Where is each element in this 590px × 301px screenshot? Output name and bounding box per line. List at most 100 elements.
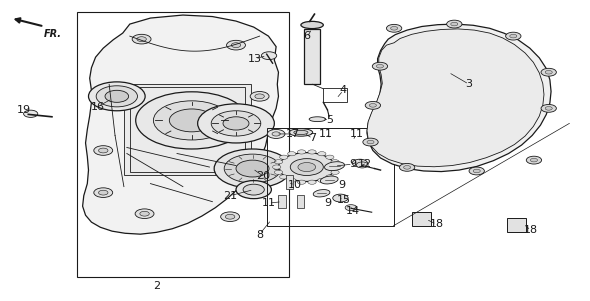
Circle shape [140, 211, 149, 216]
Circle shape [274, 160, 283, 164]
Circle shape [326, 175, 334, 179]
Circle shape [326, 155, 334, 159]
Bar [267, 128, 394, 226]
Text: 14: 14 [346, 206, 360, 216]
Text: 11: 11 [349, 129, 363, 139]
Ellipse shape [313, 190, 330, 197]
Text: 15: 15 [336, 195, 350, 205]
Circle shape [94, 146, 113, 155]
Circle shape [223, 117, 249, 130]
Circle shape [255, 184, 264, 189]
Circle shape [236, 181, 271, 199]
Ellipse shape [301, 21, 323, 29]
Circle shape [99, 190, 108, 195]
Circle shape [363, 138, 378, 146]
Text: 9: 9 [349, 159, 356, 169]
Circle shape [236, 160, 269, 177]
Ellipse shape [309, 117, 326, 122]
Bar [286, 175, 293, 189]
Bar [323, 88, 347, 102]
Circle shape [331, 160, 339, 164]
Bar [77, 12, 289, 277]
Circle shape [541, 68, 556, 76]
Circle shape [308, 180, 316, 184]
Text: 10: 10 [288, 180, 302, 190]
Ellipse shape [320, 176, 338, 184]
Circle shape [250, 92, 269, 101]
Ellipse shape [294, 130, 308, 135]
Text: FR.: FR. [44, 29, 63, 39]
Circle shape [356, 162, 368, 168]
Bar [304, 29, 320, 84]
Circle shape [365, 101, 381, 109]
Text: 9: 9 [324, 198, 331, 208]
Circle shape [331, 170, 339, 174]
Circle shape [221, 212, 240, 222]
Circle shape [317, 152, 326, 156]
Circle shape [137, 37, 146, 42]
Circle shape [541, 104, 556, 112]
Text: 17: 17 [286, 129, 300, 139]
Circle shape [545, 70, 552, 74]
Circle shape [288, 178, 296, 182]
Circle shape [530, 158, 537, 162]
Circle shape [473, 169, 480, 173]
Circle shape [255, 94, 264, 99]
Bar [297, 195, 304, 208]
Circle shape [280, 155, 288, 159]
Circle shape [211, 111, 261, 136]
Text: 19: 19 [17, 105, 31, 115]
Circle shape [273, 165, 281, 169]
Text: 11: 11 [319, 129, 333, 139]
Circle shape [317, 178, 326, 182]
Circle shape [224, 154, 281, 183]
Ellipse shape [289, 129, 313, 136]
Circle shape [399, 163, 415, 171]
Circle shape [376, 64, 384, 68]
Circle shape [231, 43, 241, 48]
Circle shape [506, 32, 521, 40]
Circle shape [297, 180, 306, 184]
Circle shape [261, 52, 277, 60]
Bar [124, 84, 251, 175]
Text: 4: 4 [340, 85, 347, 95]
Circle shape [345, 205, 357, 211]
Polygon shape [367, 24, 551, 172]
Text: 7: 7 [309, 133, 316, 144]
Circle shape [451, 22, 458, 26]
Circle shape [105, 90, 129, 102]
Circle shape [198, 104, 274, 143]
Circle shape [278, 153, 335, 182]
Ellipse shape [324, 162, 345, 171]
Polygon shape [83, 15, 278, 234]
Text: 13: 13 [248, 54, 262, 64]
Circle shape [333, 165, 341, 169]
Text: 2: 2 [153, 281, 160, 291]
Polygon shape [367, 29, 544, 167]
Circle shape [225, 214, 235, 219]
Circle shape [510, 34, 517, 38]
Circle shape [372, 62, 388, 70]
Circle shape [227, 40, 245, 50]
Circle shape [367, 140, 374, 144]
Circle shape [297, 150, 306, 154]
Text: 21: 21 [223, 191, 237, 201]
Circle shape [153, 101, 230, 140]
Circle shape [214, 149, 291, 188]
Text: 12: 12 [358, 159, 372, 169]
Circle shape [526, 156, 542, 164]
Circle shape [99, 148, 108, 153]
Text: 3: 3 [466, 79, 473, 89]
Circle shape [352, 159, 368, 167]
Bar [278, 195, 286, 208]
Circle shape [132, 34, 151, 44]
Bar [412, 212, 431, 226]
Text: 8: 8 [256, 230, 263, 240]
Circle shape [136, 92, 248, 149]
Text: 20: 20 [256, 171, 270, 181]
Circle shape [391, 26, 398, 30]
Text: 16: 16 [90, 102, 104, 112]
Circle shape [447, 20, 462, 28]
Circle shape [386, 24, 402, 32]
Circle shape [290, 159, 323, 175]
